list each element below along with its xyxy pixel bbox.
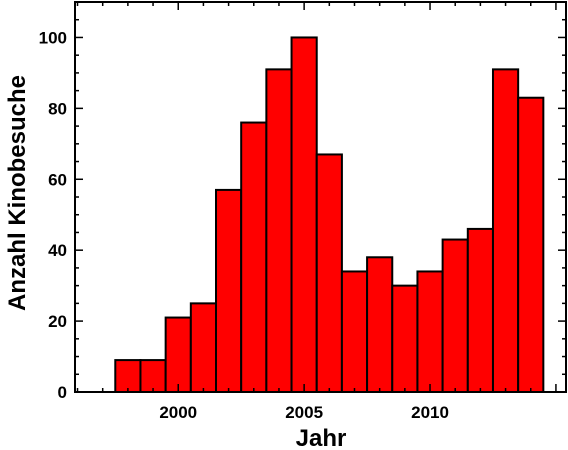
y-tick-label: 80 bbox=[48, 99, 67, 118]
bars bbox=[114, 36, 545, 394]
bar-2000 bbox=[164, 316, 192, 393]
bar-2006 bbox=[315, 153, 343, 393]
y-tick-label: 40 bbox=[48, 241, 67, 260]
bar-2014 bbox=[517, 96, 545, 394]
bar-2004 bbox=[265, 68, 293, 393]
y-tick-label: 20 bbox=[48, 312, 67, 331]
x-tick-label: 2000 bbox=[159, 403, 197, 422]
bar-2009 bbox=[391, 284, 419, 393]
y-axis-label: Anzahl Kinobesuche bbox=[4, 75, 31, 311]
bar-2008 bbox=[366, 256, 394, 394]
bar-1998 bbox=[114, 359, 142, 394]
y-tick-label: 60 bbox=[48, 170, 67, 189]
bar-2010 bbox=[416, 270, 444, 394]
y-tick-label: 100 bbox=[39, 28, 67, 47]
y-tick-label: 0 bbox=[58, 383, 67, 402]
bar-1999 bbox=[139, 359, 167, 394]
x-tick-label: 2010 bbox=[411, 403, 449, 422]
bar-2001 bbox=[189, 302, 218, 394]
axes: 0 20 40 60 80 100 2000 2005 2010 bbox=[39, 1, 567, 422]
bar-2005 bbox=[290, 36, 318, 393]
bar-2013 bbox=[491, 68, 520, 393]
bar-2002 bbox=[215, 188, 243, 393]
bar-2007 bbox=[340, 270, 369, 394]
bar-2011 bbox=[441, 238, 469, 393]
bar-2012 bbox=[466, 227, 494, 393]
x-tick-label: 2005 bbox=[285, 403, 323, 422]
bar-2003 bbox=[240, 121, 268, 394]
x-axis-label: Jahr bbox=[296, 425, 347, 450]
